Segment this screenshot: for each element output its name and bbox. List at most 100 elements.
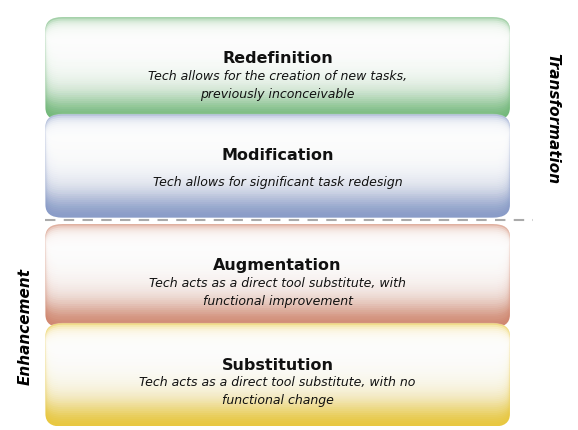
FancyBboxPatch shape xyxy=(46,368,510,396)
FancyBboxPatch shape xyxy=(46,114,510,142)
FancyBboxPatch shape xyxy=(46,49,510,77)
FancyBboxPatch shape xyxy=(46,33,510,61)
FancyBboxPatch shape xyxy=(46,120,510,148)
FancyBboxPatch shape xyxy=(46,347,510,374)
FancyBboxPatch shape xyxy=(46,234,510,261)
FancyBboxPatch shape xyxy=(46,84,510,111)
FancyBboxPatch shape xyxy=(46,147,510,175)
FancyBboxPatch shape xyxy=(46,136,510,163)
FancyBboxPatch shape xyxy=(46,341,510,368)
FancyBboxPatch shape xyxy=(46,122,510,150)
FancyBboxPatch shape xyxy=(46,61,510,88)
FancyBboxPatch shape xyxy=(46,72,510,100)
FancyBboxPatch shape xyxy=(46,146,510,173)
FancyBboxPatch shape xyxy=(46,285,510,312)
FancyBboxPatch shape xyxy=(46,354,510,382)
FancyBboxPatch shape xyxy=(46,66,510,94)
FancyBboxPatch shape xyxy=(46,376,510,403)
FancyBboxPatch shape xyxy=(46,144,510,172)
FancyBboxPatch shape xyxy=(46,134,510,162)
FancyBboxPatch shape xyxy=(46,366,510,393)
FancyBboxPatch shape xyxy=(46,246,510,273)
FancyBboxPatch shape xyxy=(46,337,510,364)
FancyBboxPatch shape xyxy=(46,259,510,287)
FancyBboxPatch shape xyxy=(46,43,510,71)
FancyBboxPatch shape xyxy=(46,70,510,98)
FancyBboxPatch shape xyxy=(46,23,510,51)
FancyBboxPatch shape xyxy=(46,150,510,177)
FancyBboxPatch shape xyxy=(46,45,510,73)
FancyBboxPatch shape xyxy=(46,381,510,409)
FancyBboxPatch shape xyxy=(46,275,510,302)
FancyBboxPatch shape xyxy=(46,279,510,306)
FancyBboxPatch shape xyxy=(46,76,510,104)
FancyBboxPatch shape xyxy=(46,271,510,298)
FancyBboxPatch shape xyxy=(46,167,510,195)
Text: Modification: Modification xyxy=(221,148,334,163)
Text: Substitution: Substitution xyxy=(222,357,334,372)
FancyBboxPatch shape xyxy=(46,276,510,304)
FancyBboxPatch shape xyxy=(46,25,510,53)
FancyBboxPatch shape xyxy=(46,362,510,390)
FancyBboxPatch shape xyxy=(46,255,510,283)
FancyBboxPatch shape xyxy=(46,350,510,378)
FancyBboxPatch shape xyxy=(46,228,510,255)
FancyBboxPatch shape xyxy=(46,173,510,201)
FancyBboxPatch shape xyxy=(46,157,510,185)
Text: Augmentation: Augmentation xyxy=(213,258,342,273)
FancyBboxPatch shape xyxy=(46,263,510,291)
FancyBboxPatch shape xyxy=(46,385,510,413)
FancyBboxPatch shape xyxy=(46,389,510,417)
FancyBboxPatch shape xyxy=(46,240,510,267)
Text: Transformation: Transformation xyxy=(545,52,560,184)
FancyBboxPatch shape xyxy=(46,51,510,78)
FancyBboxPatch shape xyxy=(46,261,510,289)
FancyBboxPatch shape xyxy=(46,230,510,258)
FancyBboxPatch shape xyxy=(46,329,510,356)
FancyBboxPatch shape xyxy=(46,62,510,90)
FancyBboxPatch shape xyxy=(46,115,510,218)
FancyBboxPatch shape xyxy=(46,117,510,144)
FancyBboxPatch shape xyxy=(46,378,510,405)
FancyBboxPatch shape xyxy=(46,265,510,293)
FancyBboxPatch shape xyxy=(46,236,510,264)
FancyBboxPatch shape xyxy=(46,283,510,310)
FancyBboxPatch shape xyxy=(46,78,510,106)
FancyBboxPatch shape xyxy=(46,384,510,411)
FancyBboxPatch shape xyxy=(46,348,510,376)
FancyBboxPatch shape xyxy=(46,238,510,265)
FancyBboxPatch shape xyxy=(46,374,510,402)
FancyBboxPatch shape xyxy=(46,181,510,209)
Text: Redefinition: Redefinition xyxy=(223,51,333,66)
FancyBboxPatch shape xyxy=(46,339,510,366)
FancyBboxPatch shape xyxy=(46,130,510,158)
FancyBboxPatch shape xyxy=(46,58,510,86)
FancyBboxPatch shape xyxy=(46,80,510,108)
FancyBboxPatch shape xyxy=(46,358,510,386)
FancyBboxPatch shape xyxy=(46,343,510,370)
FancyBboxPatch shape xyxy=(46,179,510,206)
FancyBboxPatch shape xyxy=(46,169,510,197)
FancyBboxPatch shape xyxy=(46,47,510,74)
FancyBboxPatch shape xyxy=(46,161,510,189)
FancyBboxPatch shape xyxy=(46,118,510,146)
FancyBboxPatch shape xyxy=(46,352,510,380)
FancyBboxPatch shape xyxy=(46,380,510,407)
Text: Tech allows for significant task redesign: Tech allows for significant task redesig… xyxy=(153,175,402,189)
FancyBboxPatch shape xyxy=(46,232,510,260)
FancyBboxPatch shape xyxy=(46,29,510,57)
FancyBboxPatch shape xyxy=(46,335,510,362)
FancyBboxPatch shape xyxy=(46,39,510,67)
FancyBboxPatch shape xyxy=(46,41,510,69)
FancyBboxPatch shape xyxy=(46,286,510,314)
FancyBboxPatch shape xyxy=(46,154,510,181)
FancyBboxPatch shape xyxy=(46,138,510,166)
FancyBboxPatch shape xyxy=(46,31,510,59)
FancyBboxPatch shape xyxy=(46,175,510,203)
FancyBboxPatch shape xyxy=(46,57,510,84)
FancyBboxPatch shape xyxy=(46,249,510,277)
FancyBboxPatch shape xyxy=(46,163,510,191)
FancyBboxPatch shape xyxy=(46,124,510,152)
FancyBboxPatch shape xyxy=(46,37,510,65)
Text: Tech acts as a direct tool substitute, with
functional improvement: Tech acts as a direct tool substitute, w… xyxy=(149,276,406,307)
